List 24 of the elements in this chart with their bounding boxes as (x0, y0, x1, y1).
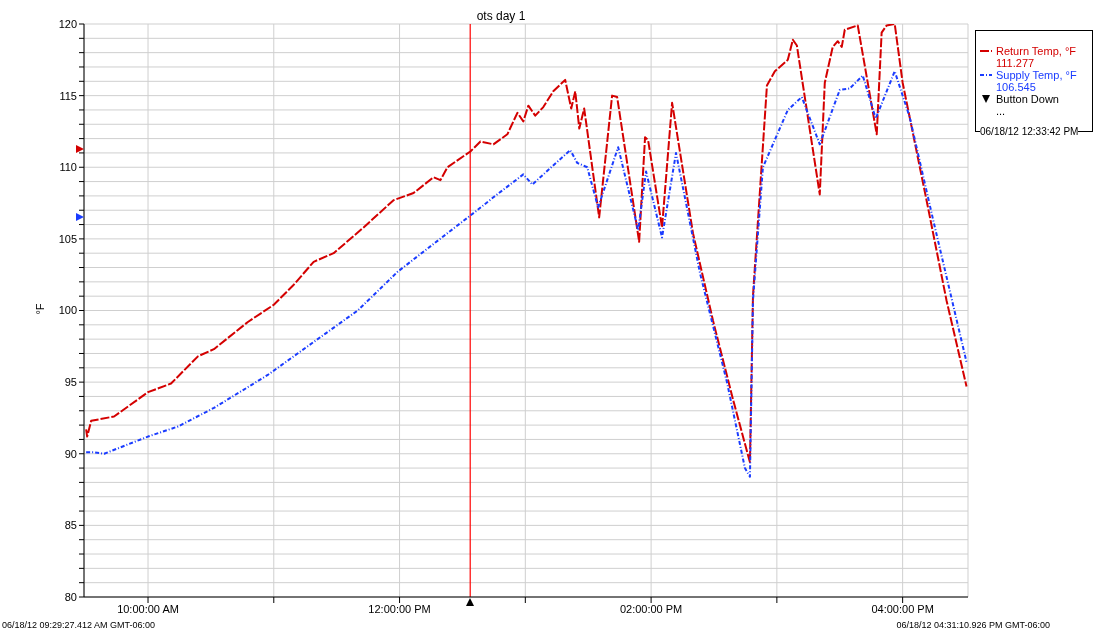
x-tick-label: 02:00:00 PM (619, 602, 683, 615)
x-tick-label: 12:00:00 PM (368, 602, 431, 615)
text: 06/18/12 09:29:27.412 AM GMT-06:00 (2, 620, 156, 630)
y-tick-label: 105 (58, 232, 77, 245)
y-tick-label: 95 (64, 376, 77, 389)
y-tick-label: 110 (59, 161, 77, 174)
legend-label: Supply Temp, °F (996, 69, 1077, 81)
text: 06/18/12 12:33:42 PM (980, 126, 1079, 138)
chart-title: ots day 1 (475, 9, 527, 23)
text: 06/18/12 04:31:10.926 PM GMT-06:00 (896, 620, 1050, 630)
x-tick-label: 04:00:00 PM (871, 602, 934, 615)
y-tick-label: 85 (64, 519, 77, 532)
y-tick-label: 100 (58, 304, 77, 317)
text: Button Down (996, 93, 1059, 105)
y-tick-label: 90 (64, 447, 77, 460)
x-tick-label: 10:00:00 AM (117, 602, 179, 615)
text: ... (995, 105, 1007, 117)
y-tick-label: 120 (58, 17, 77, 30)
legend-label: Return Temp, °F (996, 45, 1077, 57)
text: 106.545 (995, 81, 1037, 93)
y-axis-title: °F (33, 302, 46, 315)
y-tick-label: 80 (64, 590, 77, 603)
y-tick-label: 115 (59, 89, 77, 102)
text: 111.277 (995, 57, 1036, 69)
